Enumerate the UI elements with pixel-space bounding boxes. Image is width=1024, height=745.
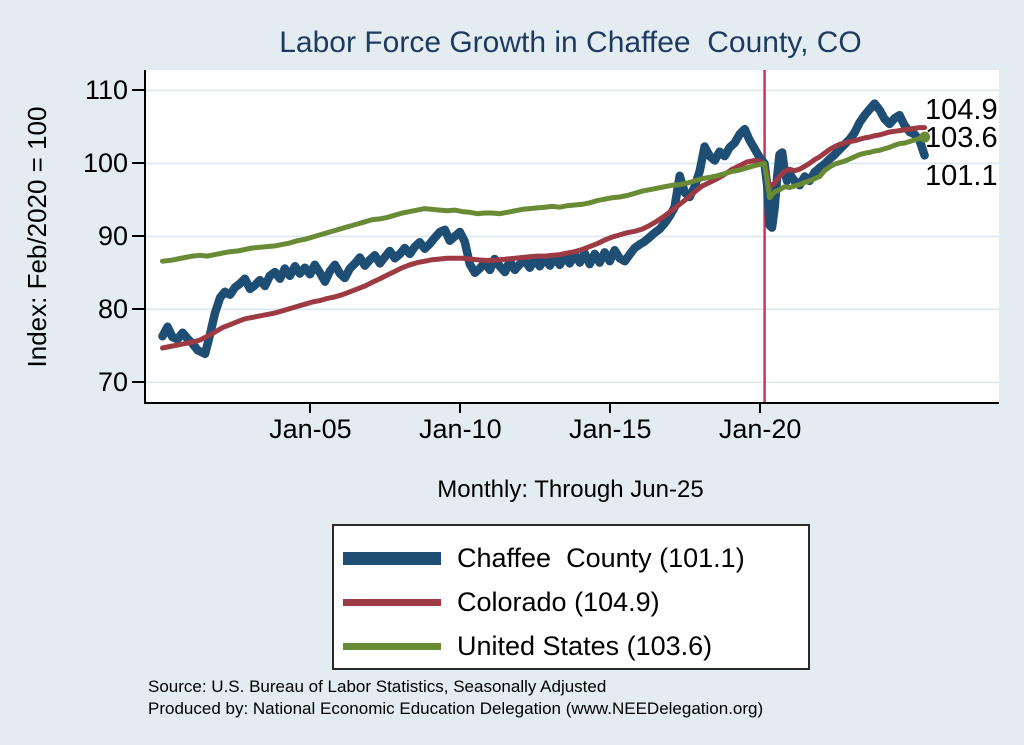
legend-label-colorado: Colorado (104.9) xyxy=(457,586,660,617)
series-line-colorado xyxy=(160,125,928,351)
legend-label-chaffee-county: Chaffee County (101.1) xyxy=(457,542,745,573)
x-tick-label-Jan-20: Jan-20 xyxy=(718,414,802,444)
end-label-chaffee-county: 101.1 xyxy=(925,160,998,192)
legend-label-united-states: United States (103.6) xyxy=(457,630,713,661)
y-tick-label-90: 90 xyxy=(97,221,128,252)
source-line-2: Produced by: National Economic Education… xyxy=(148,699,764,718)
y-tick-label-100: 100 xyxy=(82,148,128,179)
plot-svg xyxy=(146,70,999,402)
end-label-united-states: 103.6 xyxy=(925,122,998,154)
x-tick-mark-Jan-15 xyxy=(609,404,612,413)
y-tick-mark-80 xyxy=(132,308,144,311)
y-axis-title: Index: Feb/2020 = 100 xyxy=(22,106,52,368)
y-tick-mark-100 xyxy=(132,162,144,165)
y-tick-label-70: 70 xyxy=(97,367,128,398)
legend-swatch-united-states xyxy=(343,642,441,650)
legend: Chaffee County (101.1) Colorado (104.9) … xyxy=(332,524,810,670)
chart-title: Labor Force Growth in Chaffee County, CO xyxy=(279,26,862,59)
legend-swatch-chaffee-county xyxy=(343,551,441,565)
x-tick-mark-Jan-05 xyxy=(309,404,312,413)
plot-area xyxy=(144,70,999,404)
y-tick-mark-70 xyxy=(132,381,144,384)
x-tick-mark-Jan-10 xyxy=(459,404,462,413)
chart-subtitle: Monthly: Through Jun-25 xyxy=(437,476,704,503)
legend-item-colorado: Colorado (104.9) xyxy=(343,580,808,624)
y-tick-mark-110 xyxy=(132,89,144,92)
legend-item-united-states: United States (103.6) xyxy=(343,624,808,668)
x-tick-label-Jan-05: Jan-05 xyxy=(269,414,352,444)
legend-swatch-colorado xyxy=(343,598,441,606)
x-tick-label-Jan-15: Jan-15 xyxy=(568,414,652,444)
y-tick-label-80: 80 xyxy=(97,294,128,325)
source-line-1: Source: U.S. Bureau of Labor Statistics,… xyxy=(148,677,607,696)
end-label-colorado: 104.9 xyxy=(925,94,998,126)
y-tick-label-110: 110 xyxy=(84,75,128,106)
series-line-chaffee-county xyxy=(158,99,929,359)
source-note: Source: U.S. Bureau of Labor Statistics,… xyxy=(148,676,763,720)
x-tick-mark-Jan-20 xyxy=(759,404,762,413)
legend-item-chaffee-county: Chaffee County (101.1) xyxy=(343,536,808,580)
end-marker-united-states xyxy=(919,131,931,143)
y-tick-mark-90 xyxy=(132,235,144,238)
x-tick-label-Jan-10: Jan-10 xyxy=(419,414,502,444)
series-line-united-states xyxy=(160,134,928,264)
